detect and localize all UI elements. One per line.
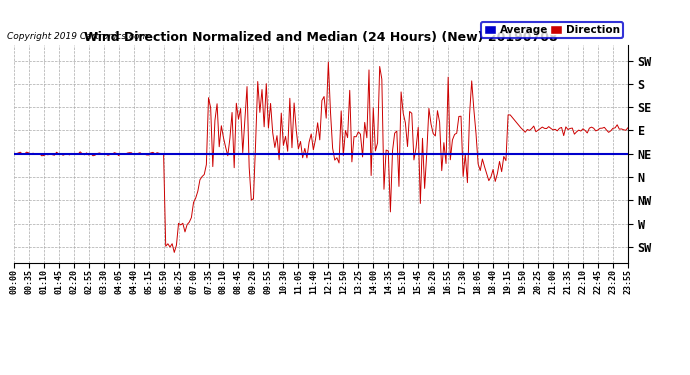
Title: Wind Direction Normalized and Median (24 Hours) (New) 20190708: Wind Direction Normalized and Median (24… (84, 31, 558, 44)
Text: Copyright 2019 Cartronics.com: Copyright 2019 Cartronics.com (7, 32, 148, 41)
Legend: Average, Direction: Average, Direction (481, 22, 622, 38)
